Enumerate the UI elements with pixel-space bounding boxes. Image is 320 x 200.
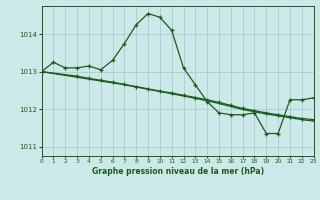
X-axis label: Graphe pression niveau de la mer (hPa): Graphe pression niveau de la mer (hPa) — [92, 167, 264, 176]
